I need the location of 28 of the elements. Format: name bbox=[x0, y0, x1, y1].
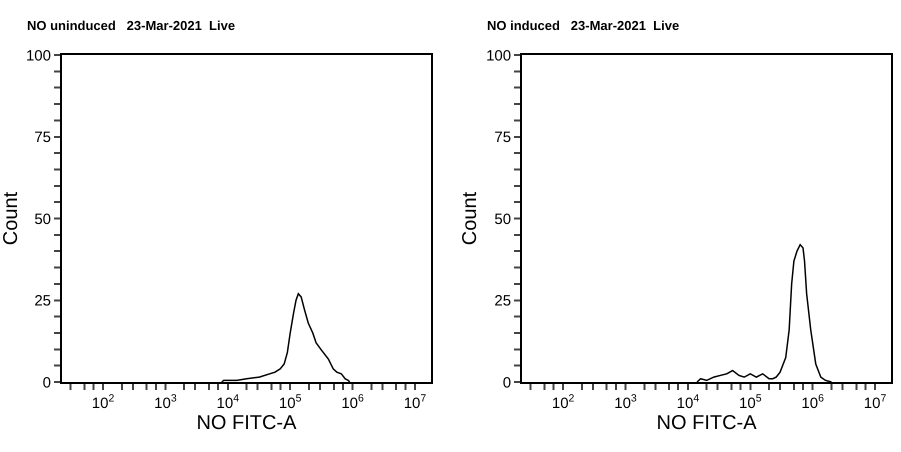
y-axis-title: Count bbox=[0, 191, 22, 246]
x-tick-label: 10$^{7}$ bbox=[864, 392, 886, 412]
y-tick-label: 25 bbox=[34, 292, 51, 310]
y-tick-label: 75 bbox=[494, 129, 512, 146]
x-tick-label: 10$^{2}$ bbox=[552, 392, 575, 412]
chart-title: NO induced 23-Mar-2021 Live bbox=[487, 18, 680, 33]
y-tick-label: 100 bbox=[26, 47, 51, 64]
x-tick-label: 10$^{4}$ bbox=[676, 392, 700, 412]
y-tick-label: 50 bbox=[34, 210, 51, 228]
x-tick-label: 10$^{6}$ bbox=[801, 392, 824, 412]
x-axis-title: NO FITC-A bbox=[196, 412, 298, 434]
chart-title: NO uninduced 23-Mar-2021 Live bbox=[27, 18, 236, 33]
x-tick-label: 10$^{3}$ bbox=[154, 392, 177, 412]
x-tick-label: 10$^{6}$ bbox=[341, 392, 364, 412]
y-tick-label: 25 bbox=[494, 292, 512, 310]
y-tick-label: 75 bbox=[34, 129, 51, 146]
y-tick-label: 0 bbox=[502, 374, 512, 392]
x-tick-label: 10$^{7}$ bbox=[404, 392, 426, 412]
x-tick-label: 10$^{2}$ bbox=[92, 392, 114, 412]
x-axis-title: NO FITC-A bbox=[656, 412, 758, 434]
x-tick-label: 10$^{5}$ bbox=[739, 392, 762, 412]
x-tick-label: 10$^{4}$ bbox=[216, 392, 240, 412]
y-tick-label: 100 bbox=[486, 47, 512, 64]
x-tick-label: 10$^{3}$ bbox=[614, 392, 637, 412]
y-tick-label: 50 bbox=[494, 210, 512, 228]
y-axis-title: Count bbox=[459, 191, 482, 246]
y-tick-label: 0 bbox=[42, 374, 51, 392]
x-tick-label: 10$^{5}$ bbox=[278, 392, 302, 412]
